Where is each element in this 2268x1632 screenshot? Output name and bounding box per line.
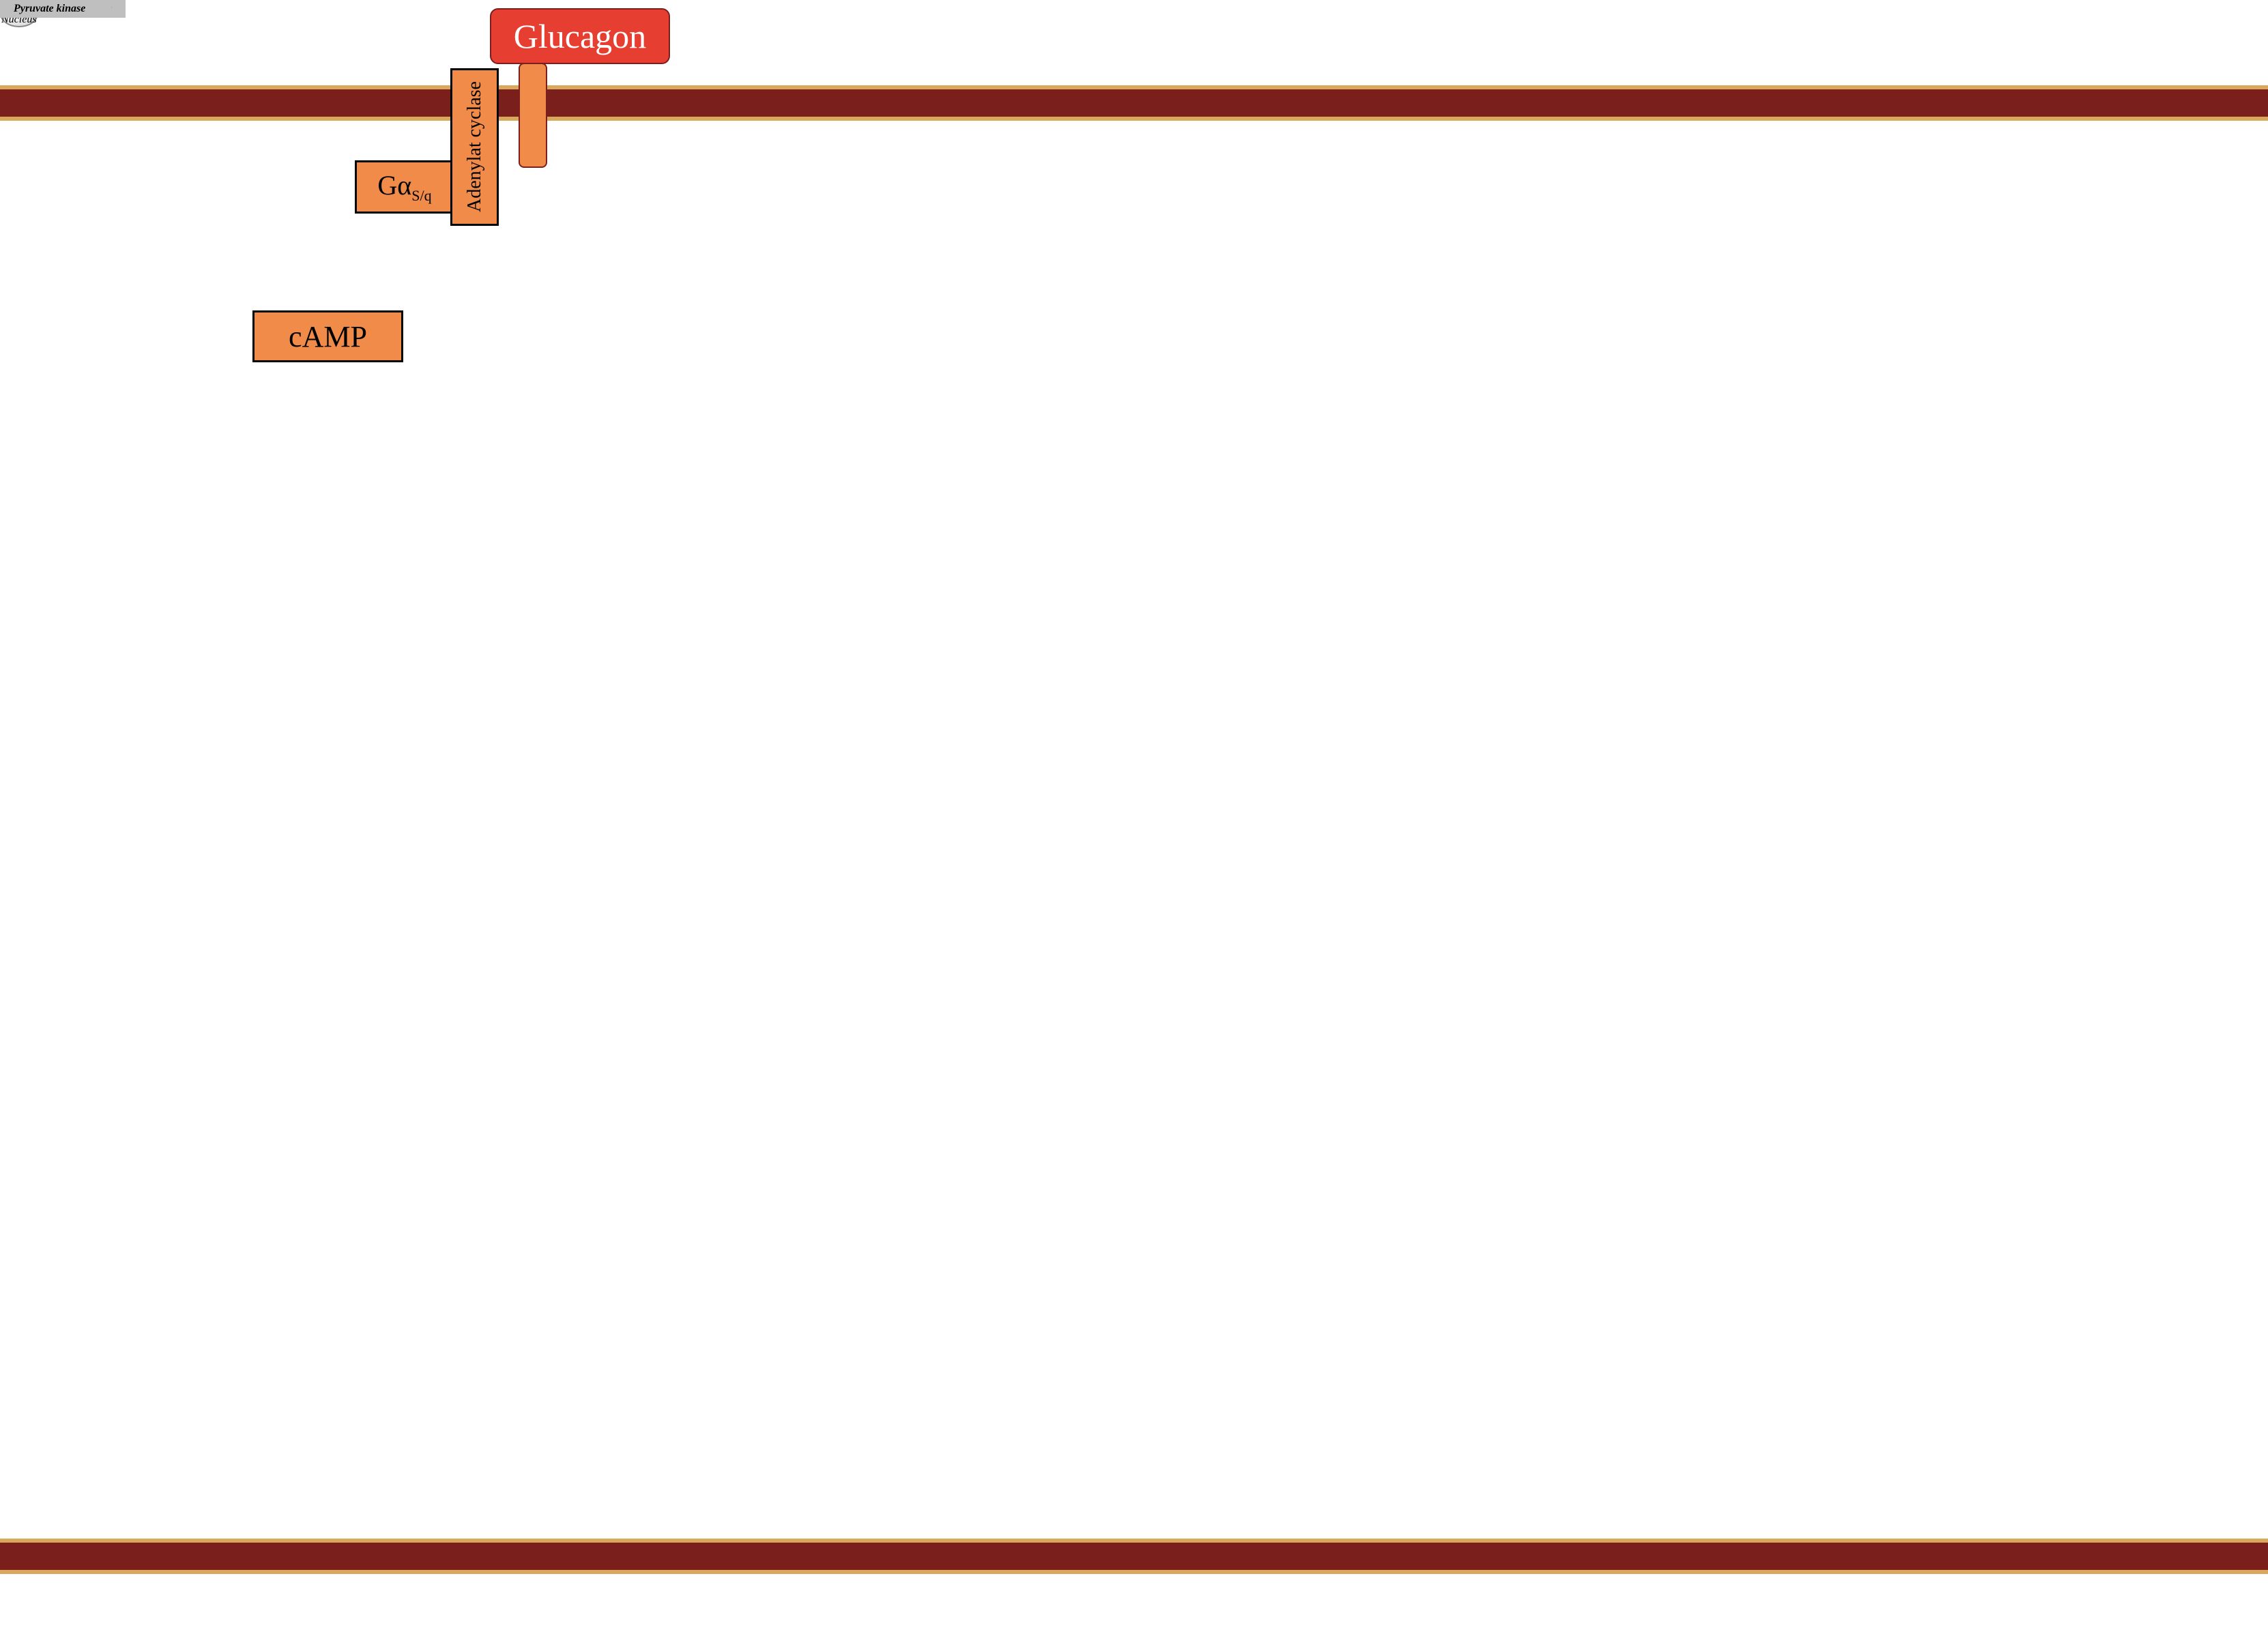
adenylyl-cyclase-label: Adenylat cyclase [464, 81, 486, 212]
glucagon-label: Glucagon [514, 16, 646, 56]
adenylyl-cyclase-box: Adenylat cyclase [450, 68, 499, 226]
receptor-helix [519, 63, 547, 168]
camp-label: cAMP [289, 319, 367, 354]
glucagon-box: Glucagon [490, 8, 670, 64]
diagram-canvas: Glucagon cAMP GαS/q Adenylat cyclase CRE… [0, 0, 2268, 1632]
membrane-top [0, 85, 2268, 121]
arrows-layer [0, 0, 205, 102]
g-alpha-label: GαS/q [377, 169, 431, 205]
g-alpha-box: GαS/q [355, 160, 454, 214]
membrane-bottom [0, 1539, 2268, 1574]
camp-box: cAMP [252, 310, 403, 362]
